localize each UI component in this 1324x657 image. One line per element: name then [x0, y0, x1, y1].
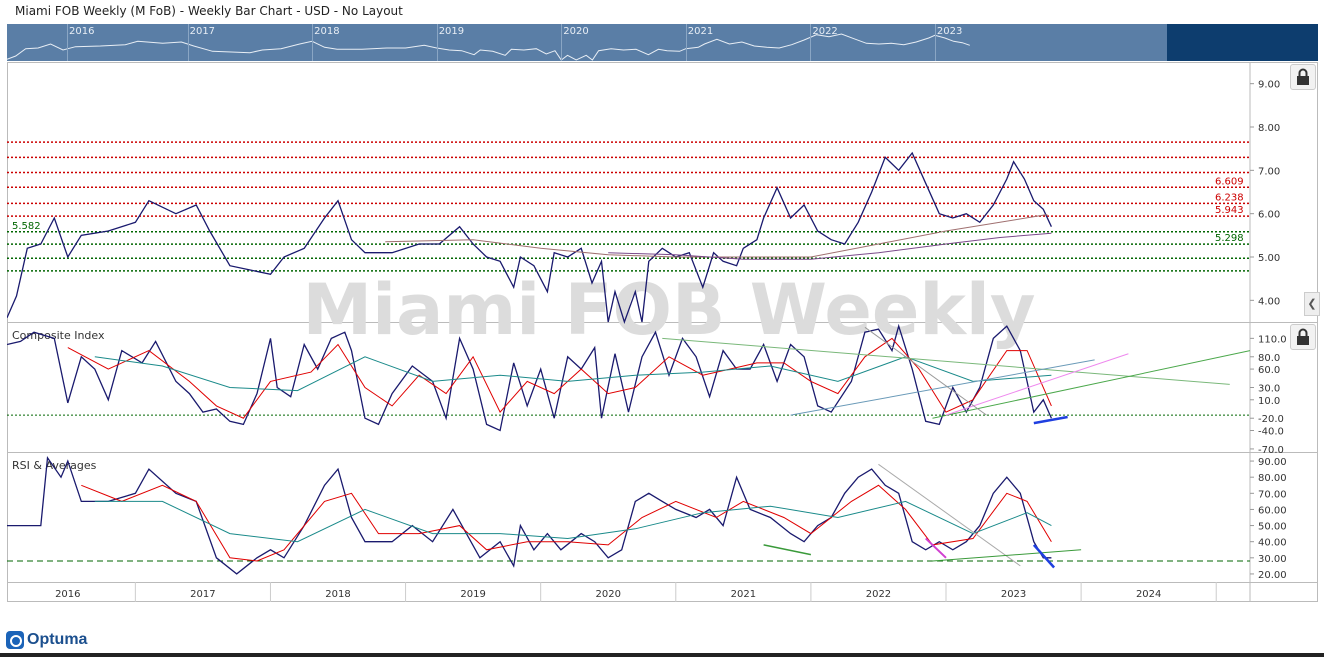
navigator-separator [934, 24, 936, 61]
x-tick-label: 2019 [460, 589, 485, 600]
price-level-label: 6.238 [1215, 192, 1244, 203]
trendline [925, 537, 947, 559]
x-tick-label: 2018 [325, 589, 350, 600]
trendline [932, 549, 1082, 562]
navigator-separator [685, 24, 687, 61]
navigator-year-label: 2021 [687, 26, 714, 37]
y-tick-label: -20.0 [1258, 414, 1284, 425]
navigator-separator [187, 24, 189, 61]
y-tick-label: 90.00 [1258, 457, 1287, 468]
navigator-year-label: 2019 [438, 26, 465, 37]
watermark-text: Miami FOB Weekly [302, 269, 1035, 351]
y-tick-label: 80.00 [1258, 473, 1287, 484]
time-navigator[interactable]: 2016 2017 2018 2019 2020 2021 2022 2023 [7, 24, 1318, 61]
series-line [608, 232, 1052, 260]
navigator-separator [312, 24, 314, 61]
y-tick-label: 60.00 [1258, 505, 1287, 516]
bottom-bar [0, 653, 1324, 657]
x-tick-label: 2022 [866, 589, 891, 600]
optuma-logo: Optuma [6, 630, 87, 650]
chart-svg: Miami FOB Weekly 9.00 8.00 7.00 6.00 5.00 4.00… [6, 62, 1318, 602]
panel-title: Composite Index [12, 329, 105, 342]
navigator-year-label: 2022 [812, 26, 838, 37]
logo-text: Optuma [27, 631, 88, 648]
price-level-label: 6.609 [1215, 176, 1244, 187]
y-tick-label: 60.0 [1258, 365, 1280, 376]
trendline [1033, 415, 1068, 425]
y-tick-label: 80.0 [1258, 353, 1280, 364]
y-tick-label: 9.00 [1258, 80, 1280, 91]
navigator-separator [67, 24, 69, 61]
chevron-left-icon[interactable]: ❮ [1304, 292, 1320, 316]
navigator-separator [436, 24, 438, 61]
y-tick-label: 5.00 [1258, 253, 1280, 264]
navigator-separator [561, 24, 563, 61]
series-line [6, 151, 1052, 325]
y-tick-label: 10.0 [1258, 396, 1280, 407]
y-tick-label: 70.00 [1258, 489, 1287, 500]
y-tick-label: 30.00 [1258, 554, 1287, 565]
navigator-year-label: 2016 [69, 26, 95, 37]
price-level-label: 5.298 [1215, 233, 1244, 244]
trendline [932, 350, 1251, 419]
trendline [864, 326, 987, 416]
series-line [6, 323, 1052, 432]
y-tick-label: 4.00 [1258, 296, 1280, 307]
x-tick-label: 2017 [190, 589, 215, 600]
navigator-line [7, 33, 970, 61]
x-tick-label: 2020 [596, 589, 621, 600]
y-tick-label: 8.00 [1258, 123, 1280, 134]
series-line [81, 484, 1052, 562]
navigator-year-label: 2023 [936, 26, 963, 37]
y-tick-label: 6.00 [1258, 210, 1280, 221]
trendline [790, 359, 1095, 416]
price-level-label: 5.943 [1215, 205, 1244, 216]
x-tick-label: 2016 [55, 589, 80, 600]
chart-title: Miami FOB Weekly (M FoB) - Weekly Bar Ch… [15, 4, 403, 18]
y-tick-label: 30.0 [1258, 384, 1280, 395]
y-tick-label: -40.0 [1258, 427, 1284, 438]
series-line [7, 455, 1052, 575]
lock-icon[interactable] [1290, 64, 1316, 90]
trendline [1032, 544, 1056, 569]
trendline [763, 544, 812, 556]
series-line [94, 356, 1052, 392]
navigator-year-label: 2018 [314, 26, 340, 37]
series-line [94, 500, 1052, 543]
y-tick-label: -70.0 [1258, 445, 1284, 456]
series-line [385, 214, 1048, 258]
chart-area[interactable]: Miami FOB Weekly 9.00 8.00 7.00 6.00 5.00 4.00… [6, 62, 1318, 602]
y-tick-label: 20.00 [1258, 570, 1287, 581]
trendline [662, 337, 1230, 385]
y-tick-label: 7.00 [1258, 166, 1280, 177]
navigator-future-region [1167, 24, 1318, 61]
y-tick-label: 40.00 [1258, 538, 1287, 549]
x-tick-label: 2023 [1001, 589, 1026, 600]
price-level-label: 5.582 [12, 221, 41, 232]
x-tick-label: 2024 [1136, 589, 1161, 600]
navigator-separator [810, 24, 812, 61]
series-line [67, 337, 1052, 419]
trendline [945, 353, 1129, 416]
chart-frame [7, 62, 1318, 602]
panel-title: RSI & Averages [12, 459, 97, 472]
y-tick-label: 50.00 [1258, 522, 1287, 533]
navigator-year-label: 2017 [189, 26, 216, 37]
trendline [878, 463, 1021, 567]
lock-icon[interactable] [1290, 324, 1316, 350]
optuma-logo-mark [6, 631, 24, 649]
y-tick-label: 110.0 [1258, 334, 1287, 345]
x-tick-label: 2021 [731, 589, 756, 600]
navigator-year-label: 2020 [563, 26, 589, 37]
